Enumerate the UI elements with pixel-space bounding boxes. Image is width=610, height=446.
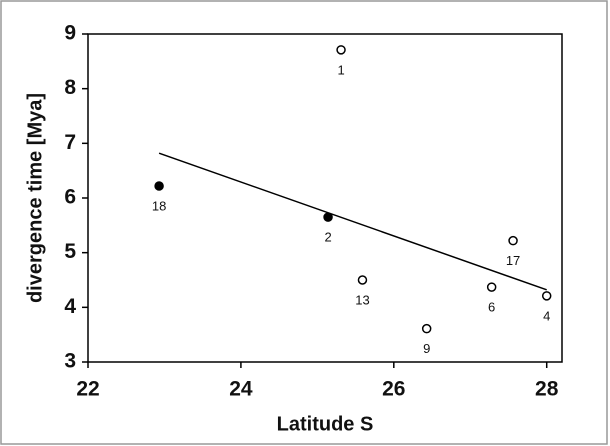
- y-tick-label: 9: [64, 22, 76, 45]
- point: [357, 275, 368, 285]
- x-tick-label: 26: [382, 378, 405, 401]
- point: [508, 235, 518, 246]
- y-tick-label: 3: [64, 350, 76, 373]
- point: [336, 45, 346, 55]
- point-label: 13: [355, 292, 369, 307]
- y-tick-label: 4: [64, 295, 76, 318]
- y-tick-label: 7: [64, 131, 76, 154]
- point-label: 18: [152, 198, 166, 213]
- y-axis-label: divergence time [Mya]: [24, 93, 46, 303]
- point-label: 6: [488, 300, 495, 315]
- x-tick-label: 24: [229, 378, 253, 401]
- point: [421, 323, 432, 334]
- point: [154, 181, 164, 191]
- x-axis-label: Latitude S: [277, 413, 374, 435]
- point: [541, 291, 552, 301]
- y-tick-label: 6: [64, 186, 76, 209]
- point-label: 9: [423, 341, 430, 356]
- trend-line: [158, 152, 547, 291]
- point-label: 2: [324, 230, 331, 245]
- x-tick-label: 28: [535, 378, 559, 401]
- x-tick-label: 22: [76, 378, 99, 401]
- point-label: 1: [337, 62, 344, 77]
- point-label: 4: [543, 308, 550, 323]
- point: [486, 282, 497, 292]
- y-tick-label: 8: [64, 76, 76, 99]
- y-tick-label: 5: [64, 240, 76, 263]
- point-label: 17: [506, 253, 520, 268]
